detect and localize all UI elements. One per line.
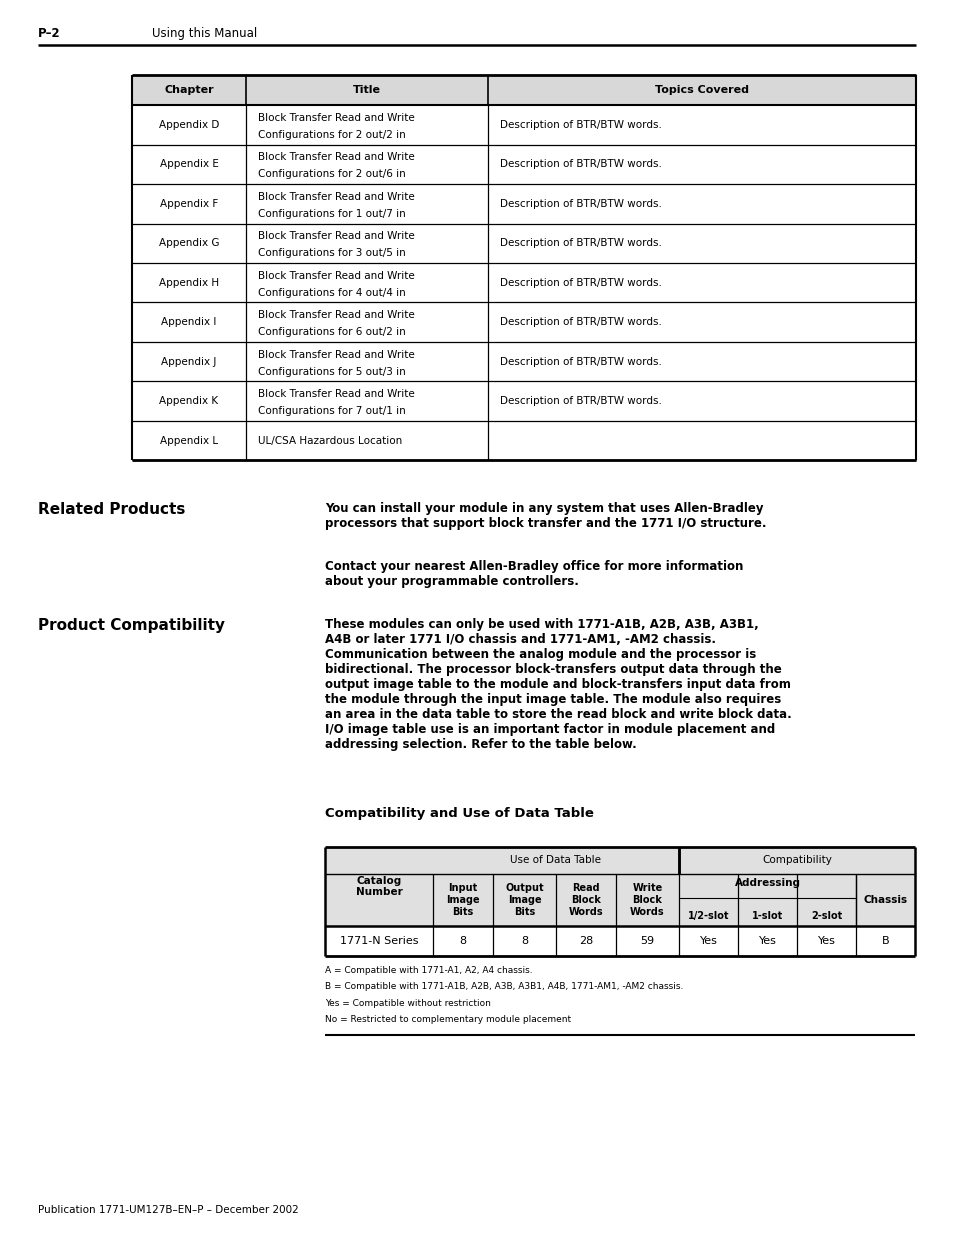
Bar	[132, 184, 915, 224]
Text: Configurations for 2 out/2 in: Configurations for 2 out/2 in	[257, 130, 405, 140]
Text: Yes = Compatible without restriction: Yes = Compatible without restriction	[325, 999, 491, 1008]
Bar	[132, 382, 915, 421]
Text: Block Transfer Read and Write: Block Transfer Read and Write	[257, 112, 415, 122]
Text: Configurations for 2 out/6 in: Configurations for 2 out/6 in	[257, 169, 405, 179]
Text: Configurations for 3 out/5 in: Configurations for 3 out/5 in	[257, 248, 405, 258]
Text: These modules can only be used with 1771-A1B, A2B, A3B, A3B1,
A4B or later 1771 : These modules can only be used with 1771…	[325, 619, 791, 752]
Bar	[132, 224, 915, 263]
Text: Configurations for 4 out/4 in: Configurations for 4 out/4 in	[257, 288, 405, 298]
Text: Appendix I: Appendix I	[161, 317, 216, 327]
Text: Output
Image
Bits: Output Image Bits	[505, 883, 543, 916]
Text: Block Transfer Read and Write: Block Transfer Read and Write	[257, 231, 415, 241]
Text: Description of BTR/BTW words.: Description of BTR/BTW words.	[499, 238, 661, 248]
Text: No = Restricted to complementary module placement: No = Restricted to complementary module …	[325, 1015, 571, 1025]
Text: Product Compatibility: Product Compatibility	[38, 619, 225, 634]
Text: Title: Title	[353, 85, 380, 95]
Text: B: B	[881, 936, 888, 946]
Text: Appendix K: Appendix K	[159, 396, 218, 406]
Text: Description of BTR/BTW words.: Description of BTR/BTW words.	[499, 120, 661, 130]
Bar	[132, 342, 915, 382]
Text: 2-slot: 2-slot	[810, 911, 841, 921]
Text: Appendix J: Appendix J	[161, 357, 216, 367]
Text: B = Compatible with 1771-A1B, A2B, A3B, A3B1, A4B, 1771-AM1, -AM2 chassis.: B = Compatible with 1771-A1B, A2B, A3B, …	[325, 983, 682, 992]
Text: 1/2-slot: 1/2-slot	[687, 911, 728, 921]
Text: Block Transfer Read and Write: Block Transfer Read and Write	[257, 389, 415, 399]
Text: Related Products: Related Products	[38, 503, 185, 517]
Text: Block Transfer Read and Write: Block Transfer Read and Write	[257, 270, 415, 280]
Text: Description of BTR/BTW words.: Description of BTR/BTW words.	[499, 159, 661, 169]
Text: Description of BTR/BTW words.: Description of BTR/BTW words.	[499, 357, 661, 367]
Text: Publication 1771-UM127B–EN–P – December 2002: Publication 1771-UM127B–EN–P – December …	[38, 1205, 298, 1215]
Text: Configurations for 7 out/1 in: Configurations for 7 out/1 in	[257, 406, 405, 416]
Text: Configurations for 1 out/7 in: Configurations for 1 out/7 in	[257, 209, 405, 219]
Text: Write
Block
Words: Write Block Words	[630, 883, 664, 916]
Bar	[132, 144, 915, 184]
Text: P–2: P–2	[38, 27, 61, 40]
Text: Topics Covered: Topics Covered	[655, 85, 748, 95]
Text: Read
Block
Words: Read Block Words	[568, 883, 602, 916]
Text: Appendix F: Appendix F	[160, 199, 218, 209]
Text: You can install your module in any system that uses Allen-Bradley
processors tha: You can install your module in any syste…	[325, 503, 765, 531]
Text: Block Transfer Read and Write: Block Transfer Read and Write	[257, 350, 415, 359]
Text: 1-slot: 1-slot	[751, 911, 782, 921]
Text: Catalog
Number: Catalog Number	[355, 876, 402, 898]
Text: Use of Data Table: Use of Data Table	[510, 856, 601, 866]
Text: 1771-N Series: 1771-N Series	[339, 936, 417, 946]
Bar	[132, 303, 915, 342]
Text: Appendix H: Appendix H	[159, 278, 219, 288]
Text: Description of BTR/BTW words.: Description of BTR/BTW words.	[499, 317, 661, 327]
Text: Input
Image
Bits: Input Image Bits	[446, 883, 479, 916]
Text: 59: 59	[639, 936, 654, 946]
Text: Yes: Yes	[817, 936, 835, 946]
Text: Compatibility: Compatibility	[761, 856, 831, 866]
Bar	[325, 847, 914, 926]
Text: Addressing: Addressing	[734, 878, 800, 888]
Bar	[132, 75, 915, 105]
Text: Block Transfer Read and Write: Block Transfer Read and Write	[257, 191, 415, 201]
Text: Configurations for 5 out/3 in: Configurations for 5 out/3 in	[257, 367, 405, 377]
Text: Chassis: Chassis	[862, 895, 906, 905]
Text: Chapter: Chapter	[164, 85, 213, 95]
Text: Block Transfer Read and Write: Block Transfer Read and Write	[257, 152, 415, 162]
Text: Yes: Yes	[699, 936, 717, 946]
Text: Compatibility and Use of Data Table: Compatibility and Use of Data Table	[325, 806, 594, 820]
Text: Description of BTR/BTW words.: Description of BTR/BTW words.	[499, 278, 661, 288]
Text: Yes: Yes	[758, 936, 776, 946]
Bar	[132, 421, 915, 461]
Text: 28: 28	[578, 936, 593, 946]
Text: Description of BTR/BTW words.: Description of BTR/BTW words.	[499, 199, 661, 209]
Text: 8: 8	[520, 936, 528, 946]
Text: Using this Manual: Using this Manual	[152, 27, 257, 40]
Text: Appendix E: Appendix E	[159, 159, 218, 169]
Bar	[132, 263, 915, 303]
Text: Description of BTR/BTW words.: Description of BTR/BTW words.	[499, 396, 661, 406]
Bar	[132, 105, 915, 144]
Text: Block Transfer Read and Write: Block Transfer Read and Write	[257, 310, 415, 320]
Text: Appendix G: Appendix G	[158, 238, 219, 248]
Text: Appendix D: Appendix D	[158, 120, 219, 130]
Text: UL/CSA Hazardous Location: UL/CSA Hazardous Location	[257, 436, 402, 446]
Text: Configurations for 6 out/2 in: Configurations for 6 out/2 in	[257, 327, 405, 337]
Text: A = Compatible with 1771-A1, A2, A4 chassis.: A = Compatible with 1771-A1, A2, A4 chas…	[325, 966, 532, 974]
Text: Appendix L: Appendix L	[160, 436, 218, 446]
Text: Contact your nearest Allen-Bradley office for more information
about your progra: Contact your nearest Allen-Bradley offic…	[325, 561, 742, 589]
Text: 8: 8	[459, 936, 466, 946]
